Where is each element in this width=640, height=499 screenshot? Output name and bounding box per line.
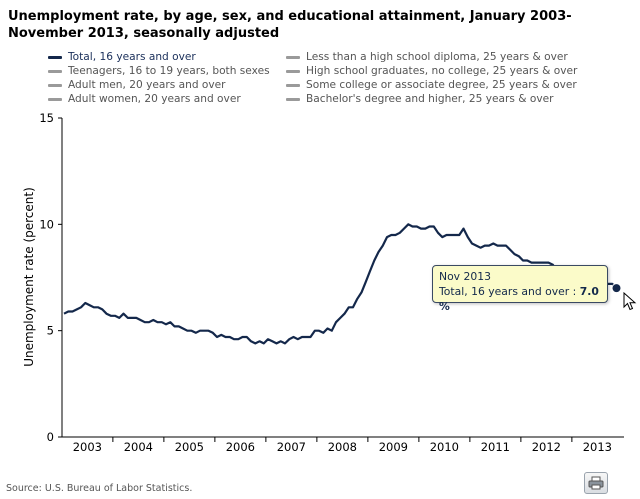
- legend-item-high-school-graduates[interactable]: High school graduates, no college, 25 ye…: [286, 64, 577, 78]
- legend-item-bachelors[interactable]: Bachelor's degree and higher, 25 years &…: [286, 92, 554, 106]
- legend-swatch: [48, 97, 62, 101]
- legend-label: Teenagers, 16 to 19 years, both sexes: [68, 65, 270, 77]
- tooltip-row: Total, 16 years and over : 7.0 %: [439, 284, 601, 314]
- legend-label: Adult men, 20 years and over: [68, 79, 226, 91]
- legend-label: Some college or associate degree, 25 yea…: [306, 79, 577, 91]
- x-tick-label: 2005: [175, 440, 204, 454]
- axis-ticks: 0 5 10 15 2003 2004 2005 2006 2007 2008 2009 2010 20…: [39, 111, 612, 454]
- x-tick-label: 2008: [328, 440, 357, 454]
- x-tick-label: 2007: [277, 440, 306, 454]
- x-tick-label: 2011: [481, 440, 510, 454]
- tooltip-series: Total, 16 years and over :: [439, 285, 577, 298]
- legend-swatch: [48, 83, 62, 87]
- legend-swatch: [48, 55, 62, 59]
- legend-swatch: [286, 55, 300, 59]
- series-line-total[interactable]: [63, 223, 618, 345]
- chart-title: Unemployment rate, by age, sex, and educ…: [8, 9, 572, 41]
- legend-item-less-than-high-school[interactable]: Less than a high school diploma, 25 year…: [286, 50, 568, 64]
- legend-label: Less than a high school diploma, 25 year…: [306, 51, 568, 63]
- y-tick-label: 10: [39, 217, 54, 231]
- legend-label: Adult women, 20 years and over: [68, 93, 241, 105]
- legend-item-some-college[interactable]: Some college or associate degree, 25 yea…: [286, 78, 577, 92]
- y-tick-label: 5: [47, 324, 54, 338]
- y-tick-label: 0: [47, 430, 54, 444]
- x-tick-label: 2003: [73, 440, 102, 454]
- print-button[interactable]: [584, 472, 608, 494]
- x-tick-label: 2004: [124, 440, 153, 454]
- legend-swatch: [286, 83, 300, 87]
- legend-label: High school graduates, no college, 25 ye…: [306, 65, 578, 77]
- mouse-pointer-icon: [623, 292, 637, 311]
- x-tick-label: 2009: [379, 440, 408, 454]
- legend-item-teenagers[interactable]: Teenagers, 16 to 19 years, both sexes: [48, 64, 270, 78]
- x-tick-label: 2013: [583, 440, 612, 454]
- tooltip-date: Nov 2013: [439, 270, 491, 283]
- line-chart[interactable]: 0 5 10 15 2003 2004 2005 2006 2007 2008 2009 2010 20…: [0, 0, 640, 470]
- x-tick-label: 2012: [532, 440, 561, 454]
- legend-swatch: [286, 69, 300, 73]
- y-axis-label: Unemployment rate (percent): [22, 187, 36, 367]
- legend-label: Bachelor's degree and higher, 25 years &…: [306, 93, 554, 105]
- legend-swatch: [48, 69, 62, 73]
- y-tick-label: 15: [39, 111, 54, 125]
- legend-item-adult-men[interactable]: Adult men, 20 years and over: [48, 78, 226, 92]
- axes: [61, 118, 624, 438]
- tooltip-value: 7.0 %: [439, 285, 599, 313]
- legend-item-adult-women[interactable]: Adult women, 20 years and over: [48, 92, 241, 106]
- x-tick-label: 2006: [226, 440, 255, 454]
- source-note: Source: U.S. Bureau of Labor Statistics.: [6, 483, 193, 494]
- hover-point[interactable]: [611, 283, 622, 294]
- series-group: [63, 223, 622, 345]
- legend-label: Total, 16 years and over: [68, 51, 196, 63]
- tooltip: Nov 2013 Total, 16 years and over : 7.0 …: [432, 265, 608, 313]
- legend-swatch: [286, 97, 300, 101]
- x-tick-label: 2010: [430, 440, 459, 454]
- legend-item-total[interactable]: Total, 16 years and over: [48, 50, 196, 64]
- print-icon: [588, 476, 604, 490]
